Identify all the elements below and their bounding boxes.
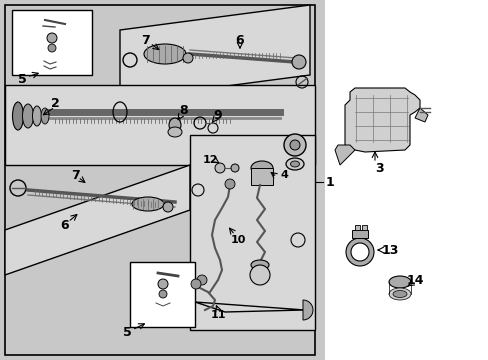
Text: 6: 6 <box>61 219 69 231</box>
Bar <box>361 225 366 230</box>
Text: 11: 11 <box>210 310 225 320</box>
Bar <box>325 0 488 360</box>
Ellipse shape <box>285 158 304 170</box>
Polygon shape <box>334 145 354 165</box>
Ellipse shape <box>143 44 185 64</box>
Wedge shape <box>303 300 312 320</box>
Text: 3: 3 <box>375 162 384 175</box>
Circle shape <box>158 279 168 289</box>
Polygon shape <box>345 88 419 152</box>
Ellipse shape <box>132 197 163 211</box>
Ellipse shape <box>250 161 272 175</box>
Text: 9: 9 <box>213 108 222 122</box>
Text: 5: 5 <box>122 325 131 338</box>
Ellipse shape <box>168 127 182 137</box>
Text: 14: 14 <box>406 274 423 287</box>
Ellipse shape <box>250 260 268 270</box>
Bar <box>190 135 314 330</box>
Text: 5: 5 <box>18 72 26 86</box>
Ellipse shape <box>41 108 49 124</box>
Text: 12: 12 <box>202 155 217 165</box>
Circle shape <box>163 202 173 212</box>
Text: 1: 1 <box>325 176 334 189</box>
Circle shape <box>249 265 269 285</box>
Text: 10: 10 <box>230 235 245 245</box>
Polygon shape <box>5 165 190 275</box>
Ellipse shape <box>388 276 410 288</box>
Circle shape <box>159 290 167 298</box>
Circle shape <box>48 44 56 52</box>
Polygon shape <box>414 108 427 122</box>
Polygon shape <box>120 5 309 100</box>
Circle shape <box>291 55 305 69</box>
Circle shape <box>215 163 224 173</box>
Circle shape <box>47 33 57 43</box>
Ellipse shape <box>13 102 23 130</box>
Circle shape <box>230 164 239 172</box>
Bar <box>351 230 367 238</box>
Circle shape <box>191 279 201 289</box>
Circle shape <box>224 179 235 189</box>
Bar <box>5 85 314 165</box>
Text: 7: 7 <box>70 168 79 181</box>
Bar <box>354 225 359 230</box>
Circle shape <box>284 134 305 156</box>
Bar <box>12 10 92 75</box>
Circle shape <box>183 53 193 63</box>
Ellipse shape <box>388 288 410 300</box>
Text: 4: 4 <box>280 170 287 180</box>
Text: 8: 8 <box>179 104 188 117</box>
Circle shape <box>197 275 206 285</box>
Bar <box>5 5 314 355</box>
Circle shape <box>289 140 299 150</box>
Ellipse shape <box>22 104 34 128</box>
Ellipse shape <box>392 291 406 297</box>
Ellipse shape <box>290 161 299 167</box>
Ellipse shape <box>169 118 181 132</box>
Bar <box>250 168 272 185</box>
Text: 13: 13 <box>381 243 398 256</box>
Text: 2: 2 <box>51 96 59 109</box>
Text: 6: 6 <box>235 33 244 46</box>
Text: 7: 7 <box>141 33 149 46</box>
Ellipse shape <box>32 106 41 126</box>
Bar <box>130 262 195 327</box>
